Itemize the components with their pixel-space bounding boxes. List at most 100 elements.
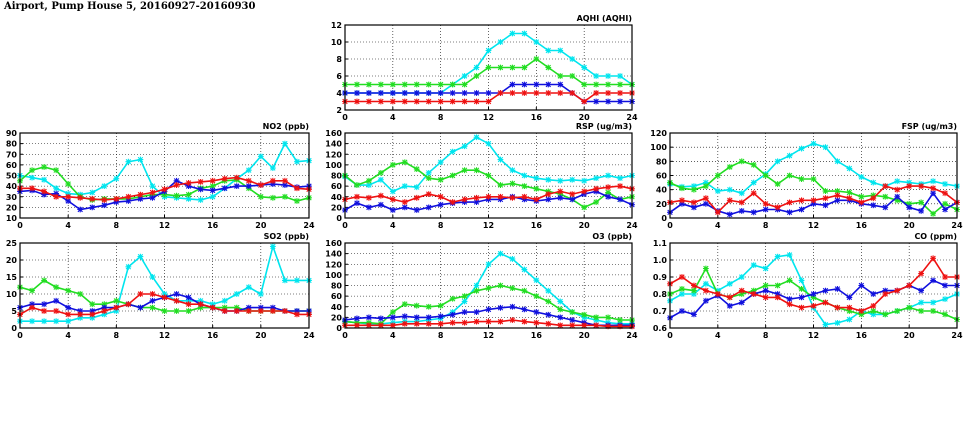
co-series-cyan-point — [846, 316, 853, 323]
aqhi-series-red-point — [366, 98, 372, 105]
fsp-series-blue-point — [882, 204, 889, 211]
co-series-cyan-point — [714, 287, 721, 294]
no2-series-green-point — [41, 164, 47, 170]
aqhi-series-cyan-point — [521, 30, 528, 37]
aqhi-series-blue-point — [437, 90, 444, 96]
aqhi-series-cyan-point — [557, 47, 564, 54]
o3-series-green-point — [497, 282, 504, 289]
o3-series-red-point — [605, 323, 611, 330]
so2-series-blue-point — [101, 304, 108, 311]
rsp-series-red-point — [461, 196, 468, 203]
so2-series-green-point — [89, 301, 96, 308]
rsp-series-cyan-point — [521, 172, 528, 179]
co-series-blue-point — [679, 308, 685, 314]
rsp-series-cyan-point — [377, 176, 384, 183]
aqhi-series-red-point — [389, 98, 396, 105]
rsp-series-green-point — [497, 182, 504, 188]
fsp-series-red-point — [702, 195, 709, 202]
fsp-frame — [669, 132, 958, 219]
co-xtick-label: 4 — [715, 331, 721, 340]
aqhi-series-blue-point — [545, 81, 552, 88]
fsp-series-green-point — [810, 176, 817, 182]
rsp-series-green-point — [509, 180, 516, 187]
o3-series-blue-point — [401, 313, 408, 320]
rsp-series-cyan-point — [473, 134, 480, 141]
no2-series-blue-point — [89, 204, 96, 211]
so2-series-blue-point — [89, 308, 96, 314]
no2-series-red-point — [197, 178, 204, 185]
rsp-series-red-point — [449, 199, 456, 205]
fsp-series-cyan-point — [691, 183, 697, 190]
rsp-series-cyan-point — [413, 184, 420, 191]
no2-series-cyan-point — [89, 189, 96, 196]
so2-series-cyan-point — [245, 284, 252, 291]
no2-series-blue-point — [221, 185, 228, 192]
fsp-series-blue-point — [691, 204, 697, 211]
co-series-red-point — [738, 287, 745, 294]
rsp-title: RSP (ug/m3) — [576, 122, 632, 131]
so2-title: SO2 (ppb) — [264, 232, 309, 241]
o3-ytick-label: 140 — [325, 250, 342, 259]
fsp-series-green-point — [846, 189, 853, 196]
o3-series-red-point — [366, 322, 372, 329]
so2-xtick-label: 20 — [255, 331, 267, 340]
aqhi-series-red-point — [569, 90, 576, 96]
so2-series-cyan-point — [125, 263, 132, 270]
o3-series-blue-point — [437, 313, 444, 320]
so2-series-cyan-point — [197, 297, 204, 304]
fsp-series-green-point — [762, 172, 769, 179]
o3-series-green-point — [509, 285, 516, 292]
co-series-blue-point — [846, 294, 853, 301]
no2-series-cyan-point — [245, 167, 252, 174]
aqhi-series-green-point — [461, 81, 468, 88]
no2-series-cyan-point — [282, 140, 288, 147]
rsp-series-cyan-point — [425, 169, 432, 176]
rsp-series-green-point — [521, 183, 528, 190]
o3-series-green-point — [521, 287, 528, 294]
co-series-red-point — [774, 294, 781, 301]
chart-fsp: 0 4 8 12 16 20 24 0 20 40 60 80 100 120 FSP (ug/m3) — [650, 122, 963, 230]
o3-series-green-point — [533, 293, 540, 300]
so2-series-red-point — [125, 301, 132, 308]
rsp-series-red-point — [389, 196, 396, 203]
no2-series-red-point — [161, 186, 168, 193]
fsp-series-blue-point — [786, 209, 793, 216]
aqhi-series-red-point — [593, 90, 600, 96]
rsp-series-blue-point — [366, 204, 372, 211]
rsp-ytick-label: 80 — [331, 172, 343, 181]
aqhi-series-green-point — [497, 64, 504, 71]
no2-series-blue-point — [233, 183, 240, 190]
aqhi-series-cyan-point — [593, 73, 600, 79]
rsp-series-blue-point — [569, 196, 576, 203]
fsp-ytick-label: 80 — [656, 157, 668, 166]
rsp-series-cyan-point — [497, 156, 504, 163]
so2-xtick-label: 8 — [114, 331, 120, 340]
o3-ytick-label: 40 — [331, 303, 343, 312]
o3-xtick-label: 20 — [579, 331, 591, 340]
so2-series-red-point — [282, 308, 288, 314]
so2-series-green-point — [221, 304, 228, 311]
fsp-series-red-point — [714, 209, 721, 216]
fsp-series-green-point — [858, 193, 865, 200]
fsp-series-green-point — [702, 183, 709, 190]
so2-series-red-point — [269, 308, 276, 314]
no2-series-blue-point — [41, 191, 47, 198]
no2-xtick-label: 12 — [159, 221, 170, 230]
o3-ytick-label: 120 — [325, 260, 342, 269]
fsp-series-green-point — [738, 158, 745, 165]
aqhi-series-green-point — [581, 81, 588, 88]
co-series-green-point — [870, 308, 877, 314]
fsp-series-green-point — [930, 210, 936, 217]
rsp-series-cyan-point — [593, 175, 600, 182]
fsp-series-red-point — [810, 197, 817, 204]
so2-series-blue-point — [41, 301, 47, 308]
fsp-series-blue-point — [906, 204, 913, 211]
rsp-series-cyan-point — [545, 176, 552, 183]
so2-xtick-label: 24 — [303, 331, 315, 340]
co-ytick-label: 0.8 — [653, 290, 668, 299]
fsp-series-blue-point — [894, 193, 901, 200]
rsp-series-cyan-point — [605, 172, 611, 179]
rsp-series-green-point — [413, 166, 420, 173]
aqhi-series-red-point — [533, 90, 540, 96]
